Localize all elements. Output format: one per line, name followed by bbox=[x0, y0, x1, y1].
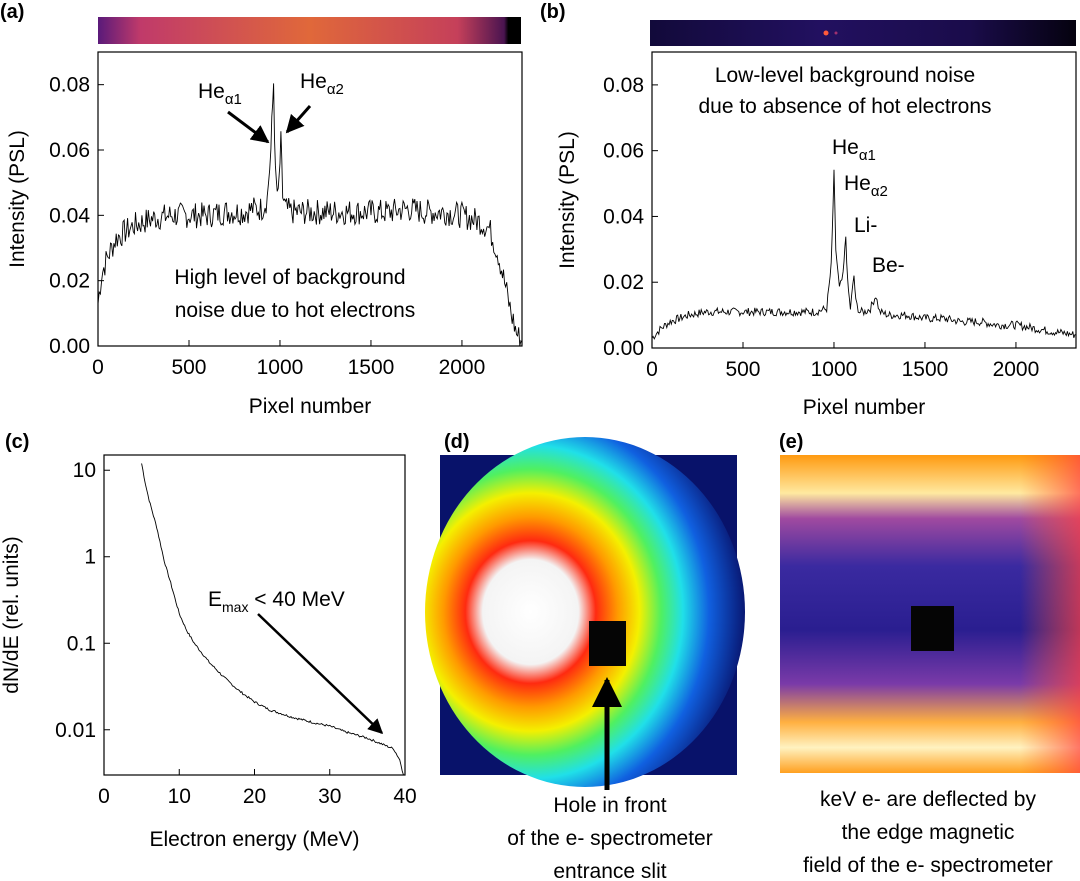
y-tick-label: 0.04 bbox=[49, 204, 90, 227]
annotation-b-he-alpha2: Heα2 bbox=[844, 172, 888, 200]
detector-line-spot bbox=[823, 30, 829, 36]
electron-beam-profile bbox=[425, 437, 745, 787]
x-tick-label: 0 bbox=[98, 785, 110, 808]
y-tick-label: 0.1 bbox=[67, 632, 96, 655]
chart-a: 0 500 1000 1500 2000 0.00 0.02 0.04 0.06 0.08 Pixe… bbox=[6, 51, 523, 418]
y-tick-label: 0.01 bbox=[55, 719, 96, 742]
caption-d-line2: of the e- spectrometer bbox=[507, 827, 712, 850]
y-tick-label: 0.06 bbox=[603, 140, 644, 163]
annotation-background-high-2: noise due to hot electrons bbox=[175, 299, 416, 322]
spectrometer-hole-e bbox=[911, 606, 954, 651]
y-tick-label: 0.08 bbox=[49, 74, 90, 97]
panel-label-c: (c) bbox=[5, 431, 29, 453]
x-axis-label: Pixel number bbox=[249, 395, 372, 418]
panel-label-e: (e) bbox=[779, 431, 803, 453]
x-tick-label: 500 bbox=[171, 356, 206, 379]
y-tick-label: 0.00 bbox=[603, 337, 644, 360]
y-tick-label: 10 bbox=[73, 459, 96, 482]
annotation-background-high: High level of background bbox=[174, 266, 405, 289]
spectrometer-hole bbox=[589, 621, 626, 666]
annotation-background-low-2: due to absence of hot electrons bbox=[698, 95, 991, 118]
panel-label-d: (d) bbox=[444, 431, 470, 453]
detector-line-spot bbox=[834, 31, 838, 35]
y-tick-label: 0.02 bbox=[603, 271, 644, 294]
x-tick-label: 0 bbox=[92, 356, 104, 379]
data-series-line bbox=[651, 169, 1077, 340]
x-tick-label: 20 bbox=[243, 785, 266, 808]
y-axis-label: dN/dE (rel. units) bbox=[0, 536, 23, 694]
plot-frame bbox=[97, 51, 523, 347]
arrow-he-alpha2 bbox=[285, 105, 312, 134]
caption-d-line1: Hole in front bbox=[553, 794, 666, 817]
y-tick-label: 0.08 bbox=[603, 74, 644, 97]
y-axis-label: Intensity (PSL) bbox=[6, 130, 29, 268]
data-series-line bbox=[141, 463, 404, 776]
plot-frame bbox=[651, 51, 1077, 349]
annotation-emax: Emax < 40 MeV bbox=[208, 588, 345, 615]
chart-c: 0 10 20 30 40 0.01 0.1 1 10 Electron energy (MeV)… bbox=[0, 454, 417, 851]
panel-label-a: (a) bbox=[0, 1, 24, 23]
y-axis-label: Intensity (PSL) bbox=[556, 131, 579, 269]
caption-e-line3: field of the e- spectrometer bbox=[803, 854, 1053, 877]
annotation-background-low: Low-level background noise bbox=[715, 64, 975, 87]
x-tick-label: 10 bbox=[168, 785, 191, 808]
x-tick-label: 1500 bbox=[902, 358, 949, 381]
annotation-li: Li- bbox=[854, 214, 877, 237]
x-tick-label: 2000 bbox=[439, 356, 486, 379]
x-tick-label: 2000 bbox=[993, 358, 1040, 381]
arrow-he-alpha1 bbox=[227, 110, 270, 144]
chart-b: 0 500 1000 1500 2000 0.00 0.02 0.04 0.06 0.08 Pixe… bbox=[556, 51, 1077, 419]
arrow-emax bbox=[257, 613, 384, 735]
detector-image-strip-b bbox=[650, 20, 1076, 46]
y-tick-label: 0.02 bbox=[49, 270, 90, 293]
x-tick-label: 0 bbox=[646, 358, 658, 381]
caption-d-line3: entrance slit bbox=[553, 860, 666, 881]
x-tick-label: 500 bbox=[725, 358, 760, 381]
x-tick-label: 1000 bbox=[257, 356, 304, 379]
x-tick-label: 30 bbox=[318, 785, 341, 808]
x-axis-label: Electron energy (MeV) bbox=[149, 828, 359, 851]
annotation-he-alpha2: Heα2 bbox=[300, 70, 344, 98]
x-tick-label: 1000 bbox=[811, 358, 858, 381]
y-tick-label: 0.00 bbox=[49, 335, 90, 358]
annotation-be: Be- bbox=[872, 254, 905, 277]
x-tick-label: 1500 bbox=[348, 356, 395, 379]
y-tick-label: 0.04 bbox=[603, 205, 644, 228]
y-tick-label: 1 bbox=[84, 546, 96, 569]
x-tick-label: 40 bbox=[393, 785, 416, 808]
annotation-b-he-alpha1: Heα1 bbox=[832, 136, 876, 164]
caption-e-line2: the edge magnetic bbox=[842, 821, 1015, 844]
detector-image-strip-a bbox=[98, 17, 521, 44]
x-axis-label: Pixel number bbox=[803, 396, 926, 419]
caption-e-line1: keV e- are deflected by bbox=[820, 788, 1036, 811]
y-tick-label: 0.06 bbox=[49, 139, 90, 162]
plot-frame bbox=[103, 454, 406, 776]
annotation-he-alpha1: Heα1 bbox=[198, 80, 242, 108]
panel-label-b: (b) bbox=[540, 1, 566, 23]
data-series-line bbox=[97, 83, 523, 347]
